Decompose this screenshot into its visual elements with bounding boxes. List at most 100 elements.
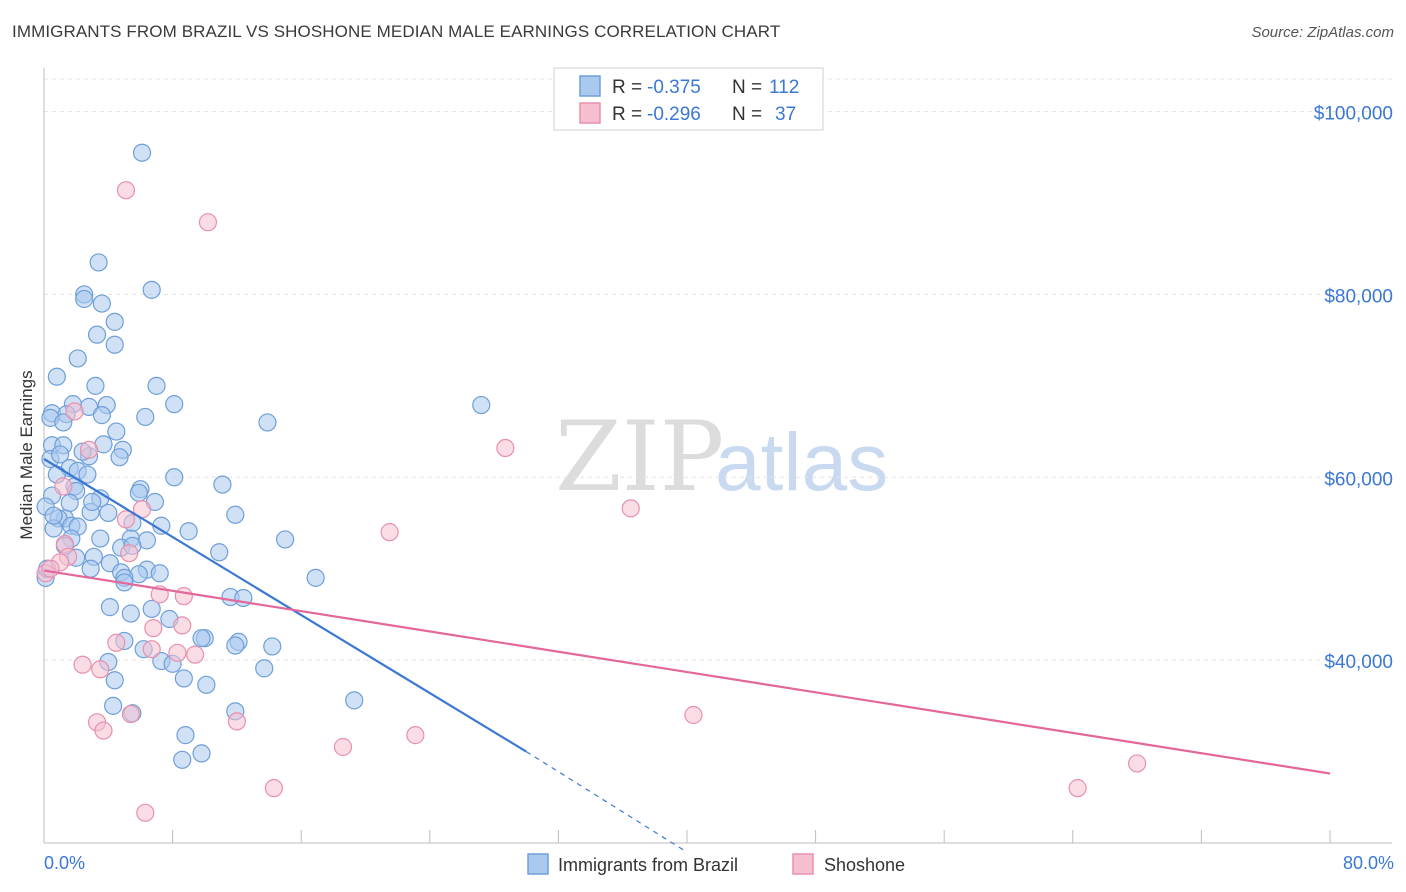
brazil-point [255, 659, 274, 678]
legend-shoshone-n-label: N = [732, 104, 762, 125]
brazil-point [75, 289, 94, 309]
brazil-point [50, 445, 70, 464]
brazil-point [192, 744, 211, 763]
trend-lines [43, 458, 1331, 853]
legend-bottom-brazil-label: Immigrants from Brazil [558, 855, 738, 875]
shoshone-trend-line [43, 569, 1331, 775]
brazil-point [129, 483, 148, 502]
brazil-point [472, 395, 491, 415]
legend-shoshone-r-value: -0.296 [647, 104, 701, 125]
shoshone-point [54, 477, 73, 496]
brazil-point [142, 280, 161, 299]
brazil-point [121, 604, 140, 623]
brazil-point [105, 671, 124, 690]
brazil-point [142, 599, 161, 619]
shoshone-point [136, 803, 155, 822]
shoshone-point [227, 712, 246, 731]
series-brazil-points [36, 143, 491, 769]
brazil-point [165, 468, 184, 487]
brazil-point [54, 413, 73, 432]
y-axis-label: Median Male Earnings [17, 370, 36, 539]
shoshone-point [1127, 754, 1147, 773]
brazil-point [174, 669, 193, 688]
brazil-point [226, 505, 245, 524]
watermark-atlas: atlas [715, 417, 888, 508]
brazil-point [213, 475, 232, 494]
brazil-trend-line [43, 458, 527, 753]
legend-bottom-brazil-swatch [527, 853, 549, 875]
brazil-point [173, 750, 192, 769]
brazil-point [104, 696, 123, 715]
brazil-point [226, 636, 245, 655]
shoshone-point [107, 633, 126, 652]
brazil-point [92, 294, 111, 313]
legend-bottom-shoshone-swatch [792, 853, 814, 875]
chart-title: IMMIGRANTS FROM BRAZIL VS SHOSHONE MEDIA… [12, 22, 781, 41]
shoshone-point [174, 587, 193, 606]
shoshone-point [198, 213, 218, 232]
brazil-point [105, 312, 124, 331]
brazil-point [150, 564, 169, 583]
brazil-point [99, 503, 118, 523]
brazil-point [92, 406, 111, 425]
brazil-point [110, 448, 129, 467]
legend-shoshone-n-value: 37 [775, 104, 796, 125]
legend-top: R = -0.375 N = 112 R = -0.296 N = 37 [553, 67, 824, 131]
brazil-point [107, 422, 126, 441]
legend-bottom-shoshone-label: Shoshone [824, 855, 905, 875]
source-label: Source: ZipAtlas.com [1251, 24, 1394, 41]
legend-shoshone-swatch [579, 102, 601, 124]
brazil-point [276, 530, 295, 549]
shoshone-point [406, 726, 425, 745]
brazil-point [165, 395, 184, 414]
y-tick-label: $80,000 [1324, 286, 1393, 307]
brazil-point [132, 143, 152, 162]
shoshone-point [333, 737, 353, 757]
shoshone-point [65, 402, 84, 421]
shoshone-point [142, 640, 161, 659]
shoshone-point [73, 655, 92, 674]
shoshone-point [168, 643, 187, 662]
brazil-point [68, 349, 87, 368]
legend-brazil-r-value: -0.375 [647, 77, 701, 98]
shoshone-point [144, 619, 163, 638]
shoshone-point [264, 779, 283, 798]
brazil-point [210, 543, 229, 562]
brazil-point [89, 253, 108, 272]
shoshone-point [94, 721, 113, 740]
y-tick-labels: $40,000 $60,000 $80,000 $100,000 [1314, 104, 1393, 674]
legend-shoshone-r-label: R = [612, 104, 642, 125]
brazil-point [179, 522, 198, 541]
shoshone-point [41, 559, 60, 578]
shoshone-point [496, 438, 515, 458]
x-tick-label-min: 0.0% [44, 853, 85, 873]
legend-brazil-r-label: R = [612, 77, 642, 98]
x-tick-label-max: 80.0% [1343, 853, 1394, 873]
brazil-point [105, 335, 124, 354]
brazil-point [176, 726, 195, 745]
y-tick-label: $40,000 [1324, 652, 1393, 673]
watermark-zip: ZIP [555, 401, 724, 513]
brazil-point [192, 629, 211, 648]
shoshone-point [91, 660, 110, 679]
legend-brazil-swatch [579, 75, 601, 97]
shoshone-point [79, 440, 99, 459]
shoshone-point [173, 616, 192, 635]
brazil-point [100, 598, 120, 617]
brazil-point [136, 407, 155, 427]
shoshone-point [116, 510, 136, 529]
shoshone-point [116, 181, 136, 200]
legend-brazil-n-value: 112 [769, 77, 799, 98]
y-tick-label: $100,000 [1314, 104, 1393, 125]
shoshone-point [120, 544, 139, 563]
brazil-point [147, 376, 166, 395]
brazil-point [91, 529, 110, 548]
brazil-point [44, 506, 63, 525]
brazil-point [263, 637, 282, 656]
legend-brazil-n-label: N = [732, 77, 762, 98]
brazil-point [306, 568, 325, 587]
shoshone-point [380, 523, 399, 542]
y-tick-label: $60,000 [1324, 469, 1393, 490]
brazil-point [78, 465, 97, 484]
gridlines [44, 78, 1392, 661]
